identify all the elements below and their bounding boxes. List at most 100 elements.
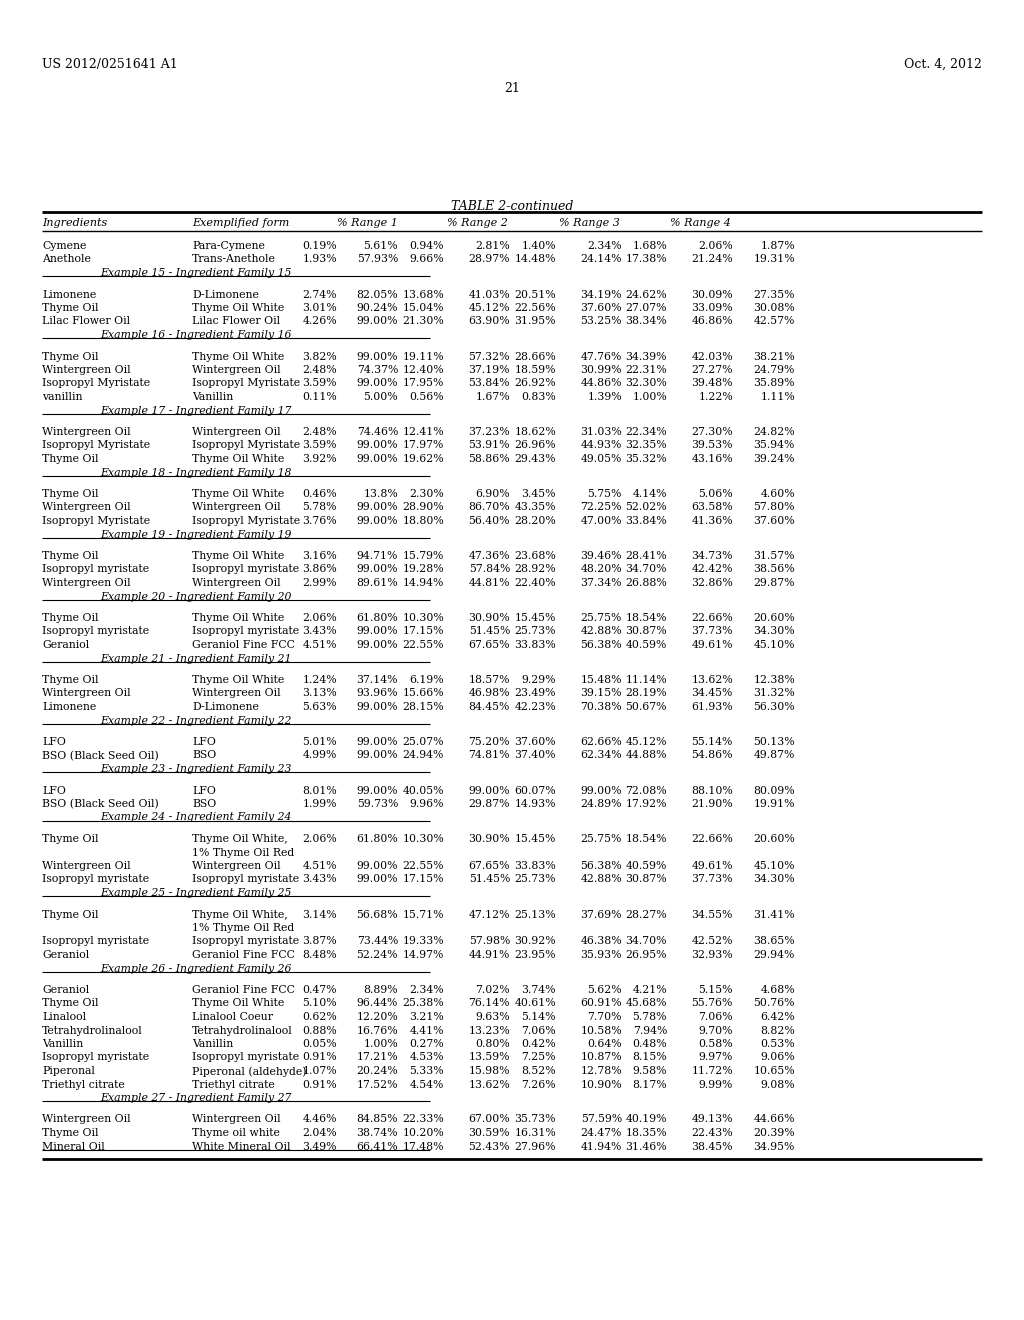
Text: 4.21%: 4.21% <box>633 985 667 995</box>
Text: 0.53%: 0.53% <box>761 1039 795 1049</box>
Text: Thyme Oil White: Thyme Oil White <box>193 488 285 499</box>
Text: 22.66%: 22.66% <box>691 612 733 623</box>
Text: 20.60%: 20.60% <box>754 834 795 843</box>
Text: 74.81%: 74.81% <box>469 751 510 760</box>
Text: 52.43%: 52.43% <box>469 1142 510 1151</box>
Text: 99.00%: 99.00% <box>469 785 510 796</box>
Text: 25.75%: 25.75% <box>581 834 622 843</box>
Text: 9.96%: 9.96% <box>410 799 444 809</box>
Text: 10.58%: 10.58% <box>581 1026 622 1035</box>
Text: 2.48%: 2.48% <box>302 426 337 437</box>
Text: 25.73%: 25.73% <box>514 874 556 884</box>
Text: 28.20%: 28.20% <box>514 516 556 525</box>
Text: 37.60%: 37.60% <box>754 516 795 525</box>
Text: 2.30%: 2.30% <box>410 488 444 499</box>
Text: 35.89%: 35.89% <box>754 379 795 388</box>
Text: 37.60%: 37.60% <box>581 304 622 313</box>
Text: 0.64%: 0.64% <box>588 1039 622 1049</box>
Text: 33.83%: 33.83% <box>514 640 556 649</box>
Text: 24.82%: 24.82% <box>754 426 795 437</box>
Text: 45.10%: 45.10% <box>754 861 795 871</box>
Text: 0.05%: 0.05% <box>302 1039 337 1049</box>
Text: 9.58%: 9.58% <box>633 1067 667 1076</box>
Text: 0.11%: 0.11% <box>302 392 337 403</box>
Text: 30.90%: 30.90% <box>468 834 510 843</box>
Text: 26.95%: 26.95% <box>626 950 667 960</box>
Text: Thyme Oil White: Thyme Oil White <box>193 454 285 465</box>
Text: 39.48%: 39.48% <box>691 379 733 388</box>
Text: 99.00%: 99.00% <box>356 737 398 747</box>
Text: 50.67%: 50.67% <box>626 702 667 711</box>
Text: 38.56%: 38.56% <box>754 565 795 574</box>
Text: 4.26%: 4.26% <box>302 317 337 326</box>
Text: 57.32%: 57.32% <box>469 351 510 362</box>
Text: 5.61%: 5.61% <box>364 242 398 251</box>
Text: 50.76%: 50.76% <box>754 998 795 1008</box>
Text: 28.19%: 28.19% <box>626 689 667 698</box>
Text: Isopropyl myristate: Isopropyl myristate <box>193 936 299 946</box>
Text: 84.45%: 84.45% <box>469 702 510 711</box>
Text: 9.70%: 9.70% <box>698 1026 733 1035</box>
Text: Thyme oil white: Thyme oil white <box>193 1129 280 1138</box>
Text: 10.30%: 10.30% <box>402 834 444 843</box>
Text: 18.80%: 18.80% <box>402 516 444 525</box>
Text: 3.49%: 3.49% <box>302 1142 337 1151</box>
Text: 99.00%: 99.00% <box>356 751 398 760</box>
Text: 18.57%: 18.57% <box>469 675 510 685</box>
Text: 5.10%: 5.10% <box>302 998 337 1008</box>
Text: 13.59%: 13.59% <box>469 1052 510 1063</box>
Text: 40.59%: 40.59% <box>626 640 667 649</box>
Text: 28.27%: 28.27% <box>626 909 667 920</box>
Text: 17.38%: 17.38% <box>626 255 667 264</box>
Text: 1.39%: 1.39% <box>588 392 622 403</box>
Text: 4.60%: 4.60% <box>761 488 795 499</box>
Text: 0.88%: 0.88% <box>302 1026 337 1035</box>
Text: 13.68%: 13.68% <box>402 289 444 300</box>
Text: 7.06%: 7.06% <box>698 1012 733 1022</box>
Text: 22.40%: 22.40% <box>514 578 556 587</box>
Text: 21.30%: 21.30% <box>402 317 444 326</box>
Text: 55.76%: 55.76% <box>691 998 733 1008</box>
Text: 27.30%: 27.30% <box>691 426 733 437</box>
Text: 28.92%: 28.92% <box>514 565 556 574</box>
Text: 57.80%: 57.80% <box>754 503 795 512</box>
Text: Limonene: Limonene <box>42 289 96 300</box>
Text: 53.84%: 53.84% <box>469 379 510 388</box>
Text: 3.14%: 3.14% <box>302 909 337 920</box>
Text: Thyme Oil: Thyme Oil <box>42 1129 98 1138</box>
Text: 62.66%: 62.66% <box>581 737 622 747</box>
Text: Isopropyl myristate: Isopropyl myristate <box>42 627 150 636</box>
Text: 22.66%: 22.66% <box>691 834 733 843</box>
Text: 8.89%: 8.89% <box>364 985 398 995</box>
Text: 24.94%: 24.94% <box>402 751 444 760</box>
Text: 99.00%: 99.00% <box>356 351 398 362</box>
Text: 37.14%: 37.14% <box>356 675 398 685</box>
Text: 5.01%: 5.01% <box>302 737 337 747</box>
Text: Triethyl citrate: Triethyl citrate <box>42 1080 125 1089</box>
Text: 47.00%: 47.00% <box>581 516 622 525</box>
Text: 0.19%: 0.19% <box>302 242 337 251</box>
Text: 1.00%: 1.00% <box>632 392 667 403</box>
Text: 12.41%: 12.41% <box>402 426 444 437</box>
Text: 15.04%: 15.04% <box>402 304 444 313</box>
Text: 29.94%: 29.94% <box>754 950 795 960</box>
Text: Anethole: Anethole <box>42 255 91 264</box>
Text: 5.62%: 5.62% <box>588 985 622 995</box>
Text: 7.70%: 7.70% <box>588 1012 622 1022</box>
Text: 59.73%: 59.73% <box>356 799 398 809</box>
Text: 0.80%: 0.80% <box>475 1039 510 1049</box>
Text: 52.02%: 52.02% <box>626 503 667 512</box>
Text: 34.70%: 34.70% <box>626 565 667 574</box>
Text: 21: 21 <box>504 82 520 95</box>
Text: 99.00%: 99.00% <box>356 503 398 512</box>
Text: Vanillin: Vanillin <box>193 1039 233 1049</box>
Text: Wintergreen Oil: Wintergreen Oil <box>42 578 131 587</box>
Text: 72.25%: 72.25% <box>581 503 622 512</box>
Text: 1.40%: 1.40% <box>521 242 556 251</box>
Text: 6.19%: 6.19% <box>410 675 444 685</box>
Text: 39.24%: 39.24% <box>754 454 795 465</box>
Text: 99.00%: 99.00% <box>356 454 398 465</box>
Text: 72.08%: 72.08% <box>626 785 667 796</box>
Text: 67.65%: 67.65% <box>469 640 510 649</box>
Text: Example 19 - Ingredient Family 19: Example 19 - Ingredient Family 19 <box>100 529 292 540</box>
